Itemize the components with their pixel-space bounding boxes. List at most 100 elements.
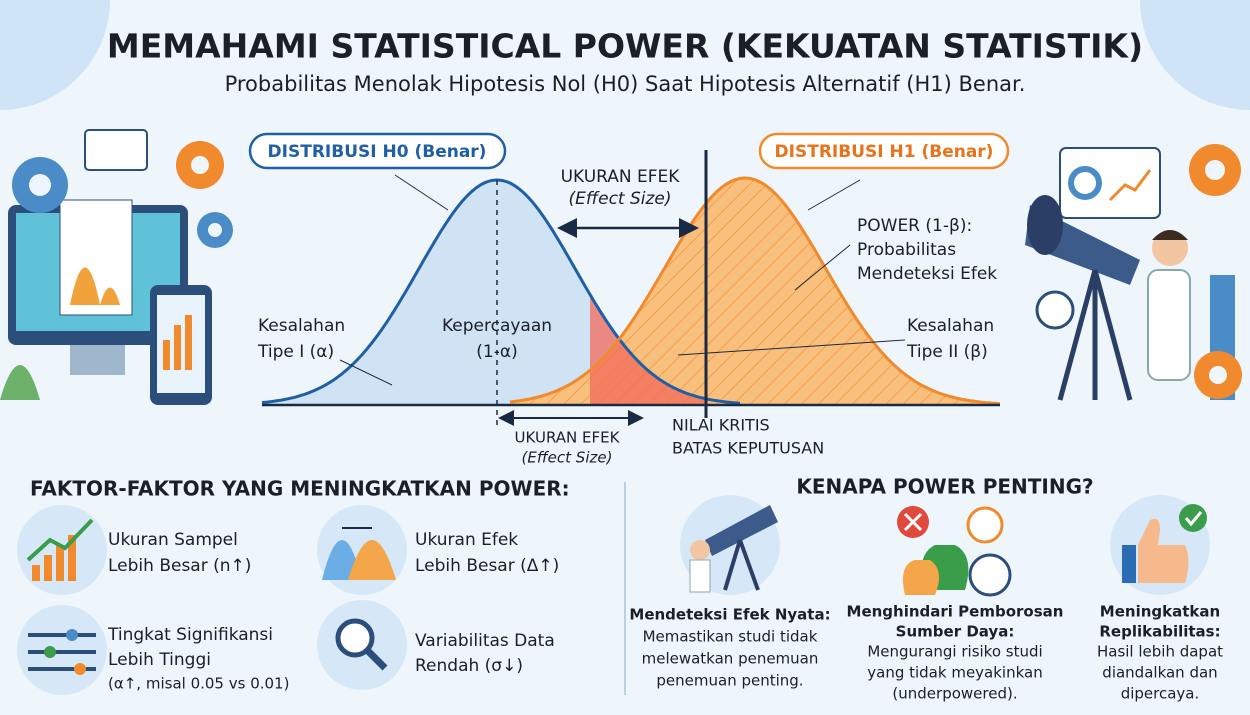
importance-body: penemuan penting.	[656, 672, 803, 690]
decoration	[185, 315, 192, 370]
power-label: Mendeteksi Efek	[857, 264, 997, 284]
decoration	[0, 365, 40, 400]
importance-body: Mengurangi risiko studi	[867, 643, 1042, 661]
factor-text: (α↑, misal 0.05 vs 0.01)	[108, 675, 289, 693]
h1-label: DISTRIBUSI H1 (Benar)	[775, 142, 994, 162]
importance-body: dipercaya.	[1121, 685, 1200, 703]
decoration	[163, 340, 170, 370]
decoration	[689, 559, 711, 593]
type1-label: Tipe I (α)	[257, 342, 334, 362]
importance-heading: Replikabilitas:	[1099, 623, 1220, 641]
pointer	[394, 174, 449, 211]
type1-label: Kesalahan	[258, 316, 345, 336]
type2-label: Tipe II (β)	[906, 342, 988, 362]
power-label: POWER (1-β):	[857, 216, 972, 236]
type2-label: Kesalahan	[907, 316, 994, 336]
factor-text: Ukuran Sampel	[108, 530, 238, 550]
decoration	[1068, 166, 1102, 200]
decoration	[56, 545, 64, 581]
pointer	[807, 179, 861, 211]
effect-size-label: UKURAN EFEK	[515, 429, 621, 447]
decoration	[174, 325, 181, 370]
decoration	[29, 174, 51, 196]
decoration	[1059, 147, 1161, 219]
decoration	[32, 565, 40, 581]
decoration	[705, 505, 778, 556]
section-title: KENAPA POWER PENTING?	[796, 475, 1093, 499]
importance-body: Memastikan studi tidak	[643, 628, 818, 646]
effect-size-label: (Effect Size)	[522, 449, 613, 467]
factor-text: Tingkat Signifikansi	[107, 625, 273, 645]
decoration	[1057, 269, 1098, 401]
pointer	[794, 244, 851, 291]
decoration	[26, 518, 94, 562]
importance-icons	[680, 495, 1210, 597]
h0-label: DISTRIBUSI H0 (Benar)	[268, 142, 487, 162]
decoration	[1108, 169, 1152, 202]
h0-curve	[261, 178, 741, 405]
factor-text: Lebih Besar (n↑)	[108, 556, 251, 576]
importance-body: yang tidak meyakinkan	[867, 664, 1042, 682]
decoration	[1205, 160, 1225, 180]
title: MEMAHAMI STATISTICAL POWER (KEKUATAN STA…	[107, 27, 1143, 66]
importance-heading: Mendeteksi Efek Nyata:	[629, 606, 830, 624]
decoration	[1092, 269, 1133, 401]
factor-text: Lebih Besar (Δ↑)	[415, 556, 559, 576]
decoration	[966, 506, 1004, 544]
decoration	[690, 540, 710, 560]
factor-text: Variabilitas Data	[415, 631, 555, 651]
h1-pill	[758, 132, 1010, 170]
pointer	[339, 359, 393, 386]
decoration	[365, 648, 388, 671]
decoration	[348, 540, 396, 580]
decoration	[1147, 269, 1191, 381]
corner-blob	[1140, 0, 1250, 110]
decoration	[66, 629, 78, 641]
decoration	[902, 560, 939, 595]
corner-blob	[0, 0, 110, 110]
decoration	[723, 539, 742, 591]
decoration	[74, 663, 86, 675]
importance-heading: Menghindari Pemborosan	[847, 603, 1064, 621]
critical-label: BATAS KEPUTUSAN	[672, 439, 824, 458]
decoration	[1138, 518, 1189, 583]
decoration	[968, 553, 1012, 597]
decoration	[1035, 290, 1075, 330]
decoration	[70, 267, 120, 305]
decoration	[191, 156, 209, 174]
decoration	[84, 129, 148, 171]
factor-text: Lebih Tinggi	[108, 650, 211, 670]
subtitle: Probabilitas Menolak Hipotesis Nol (H0) …	[225, 72, 1026, 96]
decoration	[208, 223, 222, 237]
decoration	[738, 539, 760, 591]
decoration	[44, 646, 56, 658]
power-label: Probabilitas	[857, 240, 956, 260]
computer-illustration	[0, 129, 233, 405]
critical-label: NILAI KRITIS	[672, 416, 770, 435]
importance-heading: Sumber Daya:	[896, 623, 1015, 641]
section-title: FAKTOR-FAKTOR YANG MENINGKATKAN POWER:	[30, 477, 570, 501]
importance-body: diandalkan dan	[1102, 664, 1217, 682]
decoration	[70, 345, 125, 375]
effect-size-label: UKURAN EFEK	[561, 167, 681, 187]
decoration	[335, 618, 375, 658]
decoration	[1209, 366, 1227, 384]
decoration	[1152, 230, 1188, 240]
confidence-label: (1-α)	[476, 342, 517, 362]
factor-text: Rendah (σ↓)	[415, 656, 523, 676]
importance-body: (underpowered).	[892, 685, 1017, 703]
importance-body: Hasil lebih dapat	[1097, 643, 1223, 661]
effect-size-label: (Effect Size)	[568, 189, 671, 209]
alpha-region	[590, 294, 706, 405]
telescope-illustration	[1025, 144, 1242, 401]
pointer	[677, 339, 906, 356]
factor-text: Ukuran Efek	[415, 530, 518, 550]
decoration	[68, 535, 76, 581]
decoration	[903, 512, 923, 532]
h1-curve	[509, 176, 1001, 406]
decoration	[1122, 545, 1136, 583]
importance-heading: Meningkatkan	[1100, 603, 1220, 621]
factor-icons	[17, 505, 407, 695]
decoration	[44, 555, 52, 581]
